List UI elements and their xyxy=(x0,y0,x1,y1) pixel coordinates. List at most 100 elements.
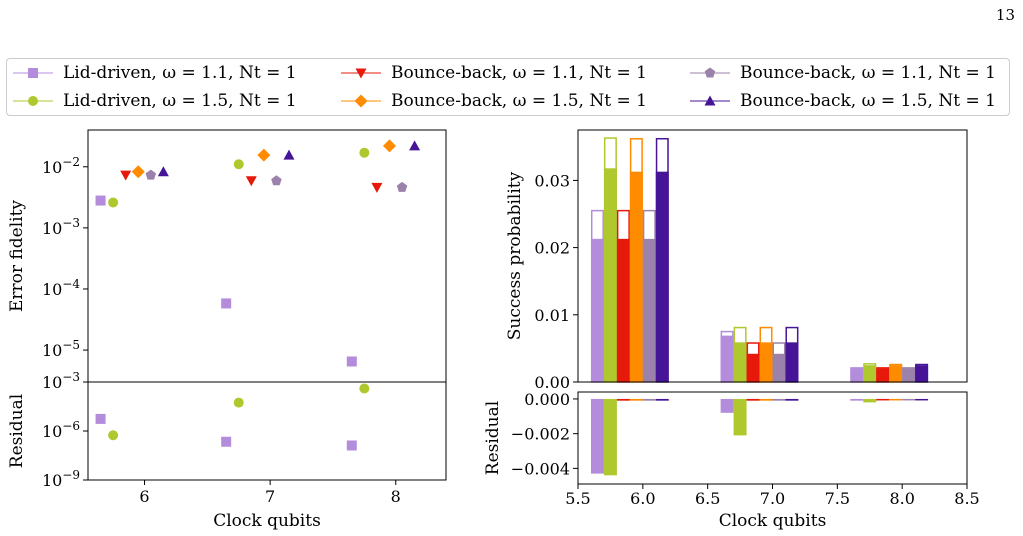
success-probability-frame xyxy=(577,129,968,383)
x-tick-label: 6 xyxy=(139,487,149,506)
bar xyxy=(733,342,747,382)
bar xyxy=(603,168,617,382)
y-tick-label: 0.03 xyxy=(534,171,570,190)
bar xyxy=(759,398,773,401)
data-point xyxy=(95,413,106,424)
x-tick-label: 6.0 xyxy=(630,489,655,508)
y-tick-label: 0.01 xyxy=(534,306,570,325)
legend-marker xyxy=(690,95,730,106)
y-tick-label: 10−9 xyxy=(42,468,80,490)
legend-label: Bounce-back, ω = 1.1, Nt = 1 xyxy=(740,63,996,83)
legend-item: Bounce-back, ω = 1.5, Nt = 1 xyxy=(690,87,996,115)
bar xyxy=(915,365,929,382)
data-point xyxy=(233,397,244,408)
bar xyxy=(876,368,890,382)
success-probability-residual-plot: −0.004 −0.002 0.000 5.5 6.0 6.5 7.0 7.5 8.0 8.5 Re… xyxy=(483,390,980,531)
data-point xyxy=(108,430,119,441)
y-tick-label: 10−4 xyxy=(42,277,80,299)
bar xyxy=(889,365,903,382)
data-point xyxy=(221,436,232,447)
data-point xyxy=(245,176,257,187)
bar xyxy=(629,171,643,382)
x-tick-label: 8.5 xyxy=(954,489,979,508)
y-tick-label: −0.002 xyxy=(511,425,570,444)
data-point xyxy=(409,140,421,151)
legend-glyph xyxy=(704,95,716,106)
data-point xyxy=(382,139,396,153)
bar xyxy=(876,398,890,401)
bar xyxy=(902,398,916,401)
legend-label: Bounce-back, ω = 1.1, Nt = 1 xyxy=(391,63,647,83)
bar xyxy=(915,398,929,401)
legend-item: Bounce-back, ω = 1.5, Nt = 1 xyxy=(341,87,647,115)
bar xyxy=(720,335,734,382)
bar xyxy=(863,365,877,382)
y-tick-label: 10−3 xyxy=(42,216,80,238)
bar xyxy=(850,368,864,382)
error-fidelity-frame xyxy=(87,129,447,383)
bar xyxy=(772,398,786,401)
x-tick-label: 5.5 xyxy=(565,489,590,508)
x-axis-label: Clock qubits xyxy=(719,511,827,531)
bar xyxy=(850,398,864,401)
y-axis-label: Residual xyxy=(7,394,27,468)
legend-glyph xyxy=(28,96,38,106)
y-axis-label: Success probability xyxy=(505,171,525,340)
y-tick-label: 10−2 xyxy=(42,155,80,177)
data-point xyxy=(95,195,106,206)
data-point xyxy=(233,159,244,170)
legend-marker xyxy=(690,67,730,78)
y-tick-label: 0.02 xyxy=(534,239,570,258)
legend-item: Bounce-back, ω = 1.1, Nt = 1 xyxy=(341,59,647,87)
data-point xyxy=(283,149,295,160)
bar xyxy=(759,342,773,382)
y-axis-label: Residual xyxy=(483,401,503,475)
data-point xyxy=(257,148,271,162)
bar xyxy=(863,398,877,403)
legend-item: Lid-driven, ω = 1.1, Nt = 1 xyxy=(13,59,297,87)
data-point xyxy=(145,169,157,180)
y-tick-label: 10−5 xyxy=(42,338,80,360)
legend-glyph xyxy=(355,68,367,79)
data-point xyxy=(221,298,232,309)
data-point xyxy=(157,166,169,177)
bar xyxy=(746,398,760,401)
legend-label: Bounce-back, ω = 1.5, Nt = 1 xyxy=(391,91,647,111)
legend-marker xyxy=(13,68,53,78)
bar xyxy=(655,398,669,401)
data-point xyxy=(371,182,383,193)
legend-item: Bounce-back, ω = 1.1, Nt = 1 xyxy=(690,59,996,87)
bar xyxy=(746,353,760,382)
legend-glyph xyxy=(704,67,716,78)
y-tick-label: 10−6 xyxy=(42,419,80,441)
legend-label: Bounce-back, ω = 1.5, Nt = 1 xyxy=(740,91,996,111)
data-point xyxy=(359,383,370,394)
bar xyxy=(629,398,643,401)
bar xyxy=(603,398,617,476)
data-point xyxy=(271,175,282,186)
bar xyxy=(616,238,630,382)
x-tick-label: 7 xyxy=(265,487,275,506)
data-point xyxy=(108,197,119,208)
legend: Lid-driven, ω = 1.1, Nt = 1 Lid-driven, ω… xyxy=(6,58,1010,116)
x-tick-label: 8 xyxy=(391,487,401,506)
bar xyxy=(590,238,604,382)
y-tick-label: 10−3 xyxy=(42,370,80,392)
legend-marker xyxy=(13,96,53,106)
legend-label: Lid-driven, ω = 1.1, Nt = 1 xyxy=(63,63,297,83)
legend-glyph xyxy=(28,68,38,78)
data-point xyxy=(131,165,145,179)
x-tick-label: 8.0 xyxy=(889,489,914,508)
bar xyxy=(902,368,916,382)
bar xyxy=(772,353,786,382)
bar xyxy=(642,238,656,382)
x-tick-label: 7.0 xyxy=(760,489,785,508)
bar xyxy=(616,398,630,401)
data-point xyxy=(359,147,370,158)
bar xyxy=(642,398,656,401)
x-tick-label: 6.5 xyxy=(695,489,720,508)
error-fidelity-residual-frame xyxy=(87,381,447,481)
legend-label: Lid-driven, ω = 1.5, Nt = 1 xyxy=(63,91,297,111)
y-tick-label: −0.004 xyxy=(511,459,570,478)
